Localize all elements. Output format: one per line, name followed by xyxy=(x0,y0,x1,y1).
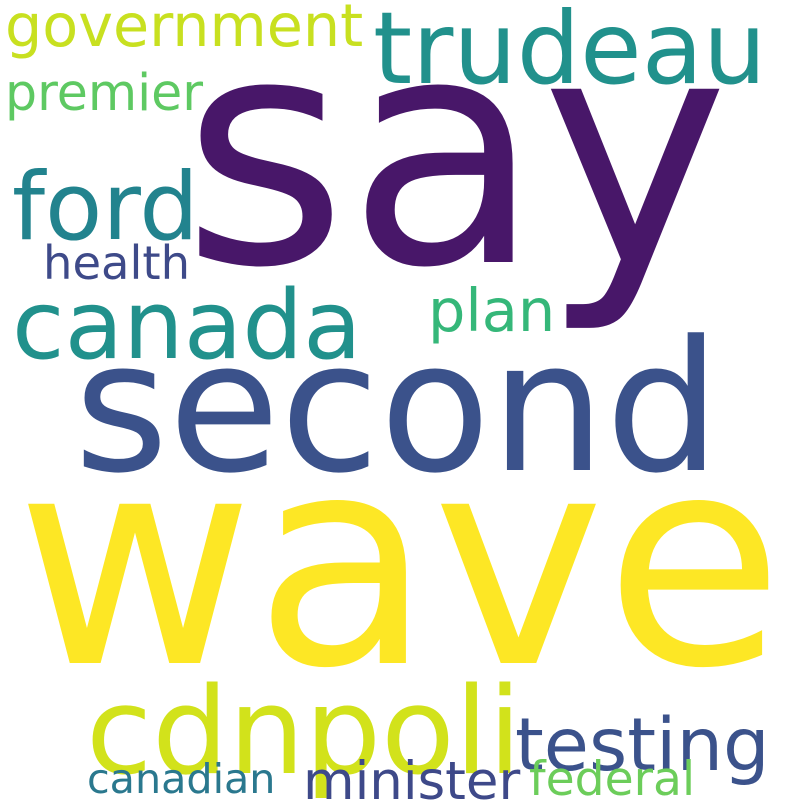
word-federal: federal xyxy=(529,752,696,800)
word-canadian: canadian xyxy=(87,755,276,800)
word-plan: plan xyxy=(428,276,556,345)
word-ford: ford xyxy=(12,153,199,262)
word-second: second xyxy=(74,302,721,513)
word-government: government xyxy=(5,0,364,60)
word-premier: premier xyxy=(5,63,204,122)
word-cdnpoli: cdnpoli xyxy=(86,662,522,800)
word-minister: minister xyxy=(303,751,521,800)
word-trudeau: trudeau xyxy=(373,0,767,107)
word-canada: canada xyxy=(12,269,362,381)
word-wave: wave xyxy=(15,392,784,732)
word-health: health xyxy=(43,236,191,290)
word-testing: testing xyxy=(515,703,770,788)
word-say: say xyxy=(182,0,729,338)
